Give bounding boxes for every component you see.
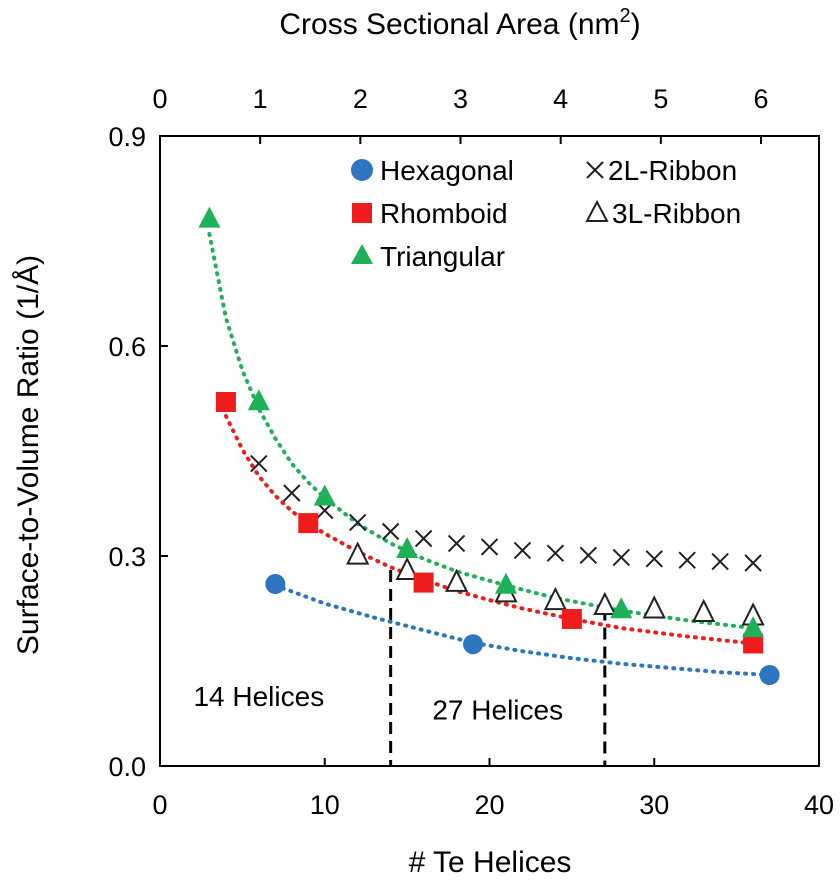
point-2l-ribbon <box>381 522 400 541</box>
point-triangular <box>494 572 517 594</box>
point-rhomboid <box>743 633 764 654</box>
x2-tick-label: 1 <box>253 84 268 114</box>
point-2l-ribbon <box>579 546 598 565</box>
legend-label-rhomboid: Rhomboid <box>380 198 508 229</box>
point-triangular <box>742 616 765 638</box>
point-hexagonal <box>759 665 780 685</box>
point-triangular <box>396 537 419 558</box>
x-tick-label: 0 <box>152 790 167 820</box>
point-rhomboid <box>215 392 236 412</box>
x2-tick-label: 0 <box>152 84 167 114</box>
point-2l-ribbon <box>678 551 696 569</box>
x2-axis-title: Cross Sectional Area (nm2) <box>279 5 640 41</box>
point-triangular <box>198 206 221 228</box>
point-2l-ribbon <box>744 554 762 572</box>
point-2l-ribbon <box>414 529 433 548</box>
point-hexagonal <box>265 574 286 594</box>
x2-tick-label: 3 <box>453 84 468 114</box>
x2-tick-label: 4 <box>553 84 568 114</box>
point-rhomboid <box>298 513 319 534</box>
point-2l-ribbon <box>612 548 631 567</box>
x2-tick-label: 6 <box>753 84 768 114</box>
x-tick-label: 20 <box>474 790 504 820</box>
point-2l-ribbon <box>645 550 663 568</box>
x2-tick-label: 5 <box>653 84 668 114</box>
x2-tick-label: 2 <box>353 84 368 114</box>
x2-axis-title-sup: 2 <box>620 5 631 27</box>
y-axis-title: Surface-to-Volume Ratio (1/Å) <box>12 255 45 655</box>
legend-label-3l-ribbon: 3L-Ribbon <box>612 198 741 229</box>
x2-axis-title-close: ) <box>631 8 641 41</box>
point-triangular <box>313 484 336 506</box>
legend-marker-2l-ribbon <box>586 161 604 179</box>
annotation-label: 27 Helices <box>432 694 563 725</box>
x-tick-label: 10 <box>310 790 340 820</box>
y-tick-label: 0.3 <box>108 542 146 572</box>
y-tick-label: 0.6 <box>108 332 146 362</box>
y-tick-label: 0.0 <box>108 752 146 782</box>
x-tick-label: 40 <box>804 790 834 820</box>
legend: Hexagonal Rhomboid Triangular 2L-Ribbon … <box>351 155 741 272</box>
legend-marker-rhomboid <box>352 203 372 223</box>
point-rhomboid <box>413 572 434 593</box>
x2-axis-title-main: Cross Sectional Area (nm <box>279 8 619 41</box>
x-tick-label: 30 <box>639 790 669 820</box>
point-rhomboid <box>561 609 582 629</box>
point-triangular <box>247 389 270 411</box>
point-triangular <box>610 597 633 619</box>
legend-label-hexagonal: Hexagonal <box>380 155 514 186</box>
point-3l-ribbon <box>543 586 568 611</box>
x-axis-title: # Te Helices <box>409 846 572 879</box>
point-2l-ribbon <box>348 513 367 532</box>
trendline-hexagonal <box>273 583 772 677</box>
point-2l-ribbon <box>250 454 268 473</box>
legend-label-2l-ribbon: 2L-Ribbon <box>608 155 737 186</box>
point-hexagonal <box>463 634 484 655</box>
legend-marker-triangular <box>351 244 373 264</box>
annotation-label: 14 Helices <box>193 681 324 712</box>
point-2l-ribbon <box>447 534 466 553</box>
point-3l-ribbon <box>692 598 716 622</box>
point-3l-ribbon <box>642 595 666 619</box>
legend-marker-3l-ribbon <box>585 199 609 222</box>
point-2l-ribbon <box>711 552 729 571</box>
point-2l-ribbon <box>480 538 499 556</box>
point-3l-ribbon <box>346 541 370 565</box>
point-2l-ribbon <box>283 484 301 502</box>
point-2l-ribbon <box>513 541 532 560</box>
point-3l-ribbon <box>593 591 617 615</box>
y-tick-label: 0.9 <box>108 122 146 152</box>
trendline-rhomboid <box>223 414 756 646</box>
legend-label-triangular: Triangular <box>380 241 505 272</box>
point-3l-ribbon <box>444 568 469 592</box>
point-2l-ribbon <box>546 544 565 562</box>
legend-marker-hexagonal <box>351 159 373 181</box>
point-3l-ribbon <box>395 556 419 580</box>
plot-layer: 0 10 20 30 400.00.30.60.90 1 2 3 4 5 614 Helices 27… <box>108 84 834 820</box>
